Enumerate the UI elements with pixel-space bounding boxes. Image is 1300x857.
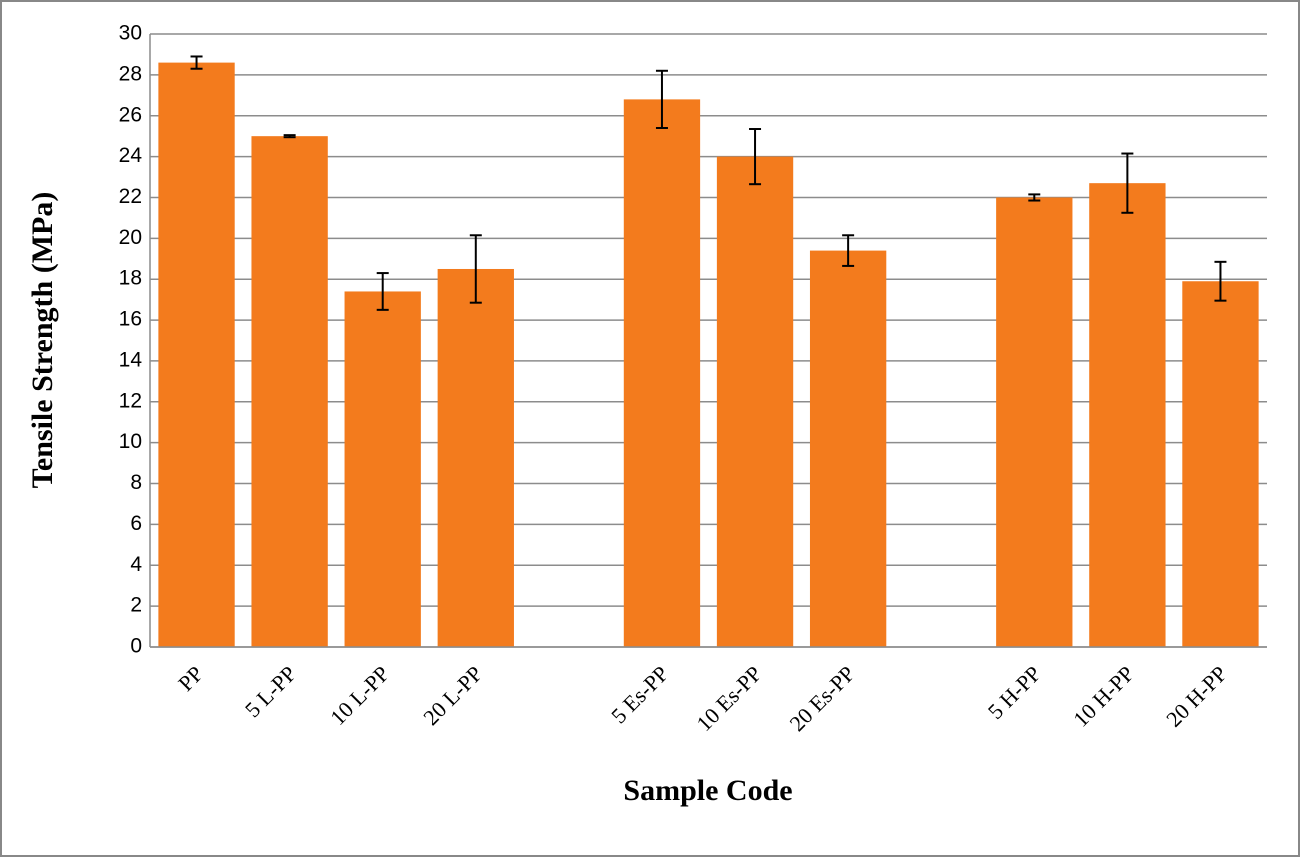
- y-tick-label: 30: [119, 22, 142, 45]
- y-tick-label: 4: [130, 553, 142, 576]
- y-axis-label: Tensile Strength (MPa): [26, 192, 59, 489]
- error-bar: [1028, 193, 1041, 202]
- y-tick-label: 0: [130, 635, 142, 658]
- y-tick-label: 18: [119, 267, 142, 290]
- error-bar: [842, 234, 855, 267]
- error-bar: [190, 55, 203, 70]
- bar: [1089, 183, 1166, 647]
- bar: [809, 250, 887, 648]
- error-bar: [283, 134, 296, 139]
- bar: [716, 156, 794, 647]
- bar: [623, 99, 701, 648]
- y-tick-label: 14: [119, 348, 143, 371]
- error-bar: [749, 128, 762, 186]
- y-tick-label: 2: [130, 594, 142, 617]
- error-bar: [655, 69, 668, 129]
- y-tick-label: 12: [119, 389, 142, 412]
- error-bar: [1121, 152, 1134, 214]
- bar: [1182, 281, 1259, 647]
- bar: [437, 268, 514, 647]
- x-axis-label: Sample Code: [623, 774, 792, 807]
- error-bar: [469, 234, 482, 304]
- y-tick-label: 28: [119, 62, 142, 85]
- bar: [344, 291, 421, 647]
- y-tick-label: 22: [119, 185, 142, 208]
- bar: [996, 197, 1073, 647]
- y-tick-label: 16: [119, 308, 142, 331]
- error-bar: [376, 272, 389, 311]
- y-tick-label: 10: [119, 430, 142, 453]
- bar: [158, 62, 235, 647]
- y-tick-label: 20: [119, 226, 142, 249]
- error-bar: [1214, 260, 1227, 302]
- y-tick-label: 24: [119, 144, 143, 167]
- y-tick-label: 6: [130, 512, 142, 535]
- y-tick-label: 26: [119, 103, 142, 126]
- bar: [251, 136, 328, 647]
- y-tick-label: 8: [130, 471, 142, 494]
